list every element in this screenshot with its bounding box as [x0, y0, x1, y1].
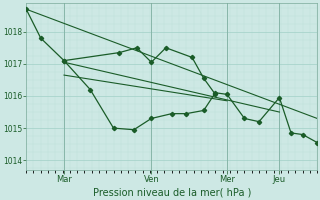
X-axis label: Pression niveau de la mer( hPa ): Pression niveau de la mer( hPa ) [92, 187, 251, 197]
